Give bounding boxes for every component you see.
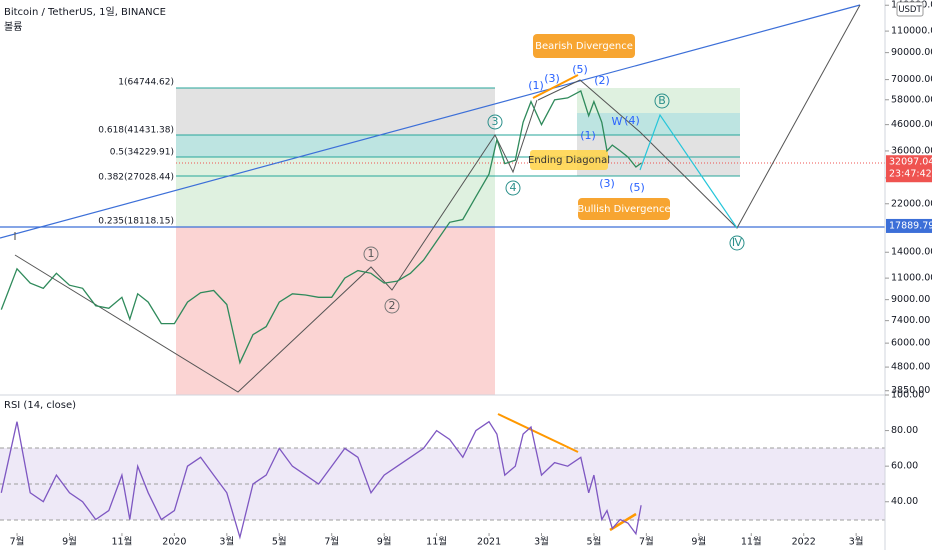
wave-circle xyxy=(487,114,503,130)
fib-zone xyxy=(176,88,495,135)
x-tick-label: 9월 xyxy=(62,536,77,548)
x-tick-label: 11월 xyxy=(112,536,133,548)
trend-line xyxy=(0,4,861,239)
callout: Bearish Divergence xyxy=(535,41,633,52)
wave-circle xyxy=(384,298,400,314)
x-tick-label: 3월 xyxy=(849,536,864,548)
fib-label: 0.235(18118.15) xyxy=(98,217,174,227)
callout-box xyxy=(533,34,635,58)
x-tick-label: 2020 xyxy=(162,537,186,548)
y-tick-label: 36000.00 xyxy=(891,145,932,156)
callout-box xyxy=(578,198,670,220)
divergence-line xyxy=(609,512,637,532)
series-line xyxy=(0,89,642,365)
fib-label: 1(64744.62) xyxy=(118,78,174,88)
x-tick-label: 3월 xyxy=(219,536,234,548)
series-line xyxy=(0,420,642,540)
fib-zone xyxy=(176,135,495,157)
wave-label: 4 xyxy=(510,181,517,194)
y-tick-label: 60.00 xyxy=(891,461,918,472)
volume-label: 볼륨 xyxy=(4,21,22,33)
y-tick-label: 100.00 xyxy=(891,390,924,401)
y-tick-label: 46000.00 xyxy=(891,119,932,130)
wave-label: (5) xyxy=(572,63,588,76)
x-tick-label: 9월 xyxy=(377,536,392,548)
rsi-title: RSI (14, close) xyxy=(4,400,76,411)
wave-label: 1 xyxy=(368,247,375,260)
level-tag-label: 17889.79 xyxy=(889,220,932,231)
wave-label: (4) xyxy=(624,114,640,127)
countdown: 23:47:42 xyxy=(889,169,932,180)
wave-label: (1) xyxy=(528,79,544,92)
last-price-label: 32097.04 xyxy=(889,157,932,168)
y-tick-label: 90000.00 xyxy=(891,47,932,58)
projection xyxy=(639,113,738,229)
y-tick-label: 70000.00 xyxy=(891,74,932,85)
divergence-line xyxy=(532,74,579,99)
fib-label: 0.5(34229.91) xyxy=(110,148,174,158)
axis-layer: 140000.00110000.0090000.0070000.0058000.… xyxy=(885,0,932,507)
symbol-title: Bitcoin / TetherUS, 1일, BINANCE xyxy=(4,6,166,18)
wave-path xyxy=(537,4,861,229)
price-axis xyxy=(885,0,932,550)
y-tick-label: 22000.00 xyxy=(891,198,932,209)
wave-label: I xyxy=(13,230,16,243)
wave-label: (3) xyxy=(599,177,615,190)
wave-circle xyxy=(505,180,521,196)
y-tick-label: 40.00 xyxy=(891,496,918,507)
fib-zone xyxy=(577,113,740,135)
fib-zone xyxy=(176,157,495,227)
wave-circle xyxy=(654,93,670,109)
x-tick-label: 2022 xyxy=(792,537,816,548)
currency-box[interactable] xyxy=(896,1,924,17)
divergence-line xyxy=(497,413,579,453)
y-tick-label: 3850.00 xyxy=(891,385,930,396)
fib-lines xyxy=(176,87,740,177)
y-tick-label: 14000.00 xyxy=(891,247,932,258)
x-tick-label: 11월 xyxy=(426,536,447,548)
wave-label: (5) xyxy=(629,181,645,194)
wave-circle xyxy=(729,235,745,251)
last-price-tag xyxy=(886,155,932,183)
wave-label: 3 xyxy=(492,115,499,128)
x-tick-label: 9월 xyxy=(691,536,706,548)
wave-label: W xyxy=(612,115,623,128)
x-tick-label: 7월 xyxy=(10,536,25,548)
currency[interactable]: USDT xyxy=(898,5,922,15)
fib-zone xyxy=(176,227,495,395)
y-tick-label: 58000.00 xyxy=(891,94,932,105)
callout-box xyxy=(530,150,608,170)
fib-label: 0.618(41431.38) xyxy=(98,126,174,136)
y-tick-label: 4800.00 xyxy=(891,362,930,373)
x-tick-label: 5월 xyxy=(587,536,602,548)
x-tick-label: 11월 xyxy=(741,536,762,548)
x-tick-label: 7월 xyxy=(324,536,339,548)
x-tick-label: 7월 xyxy=(639,536,654,548)
x-tick-label: 5월 xyxy=(272,536,287,548)
y-tick-label: 7400.00 xyxy=(891,315,930,326)
fib-label: 0.382(27028.44) xyxy=(98,173,174,183)
level-tag xyxy=(886,218,932,233)
wave-label: 2 xyxy=(389,299,396,312)
y-tick-label: 11000.00 xyxy=(891,273,932,284)
wave-label: B xyxy=(658,94,666,107)
wave-label: (2) xyxy=(594,74,610,87)
x-tick-label: 2021 xyxy=(477,537,501,548)
wave-label: (1) xyxy=(580,129,596,142)
wave-label: (3) xyxy=(544,72,560,85)
x-tick-label: 3월 xyxy=(534,536,549,548)
callout: Bullish Divergence xyxy=(577,204,670,215)
wave-label: Ⅳ xyxy=(732,236,743,249)
y-tick-label: 80.00 xyxy=(891,425,918,436)
wave-path xyxy=(14,99,538,393)
wave-circle xyxy=(363,246,379,262)
y-tick-label: 6000.00 xyxy=(891,338,930,349)
callout: Ending Diagonal xyxy=(528,155,610,166)
y-tick-label: 9000.00 xyxy=(891,294,930,305)
y-tick-label: 110000.00 xyxy=(891,26,932,37)
